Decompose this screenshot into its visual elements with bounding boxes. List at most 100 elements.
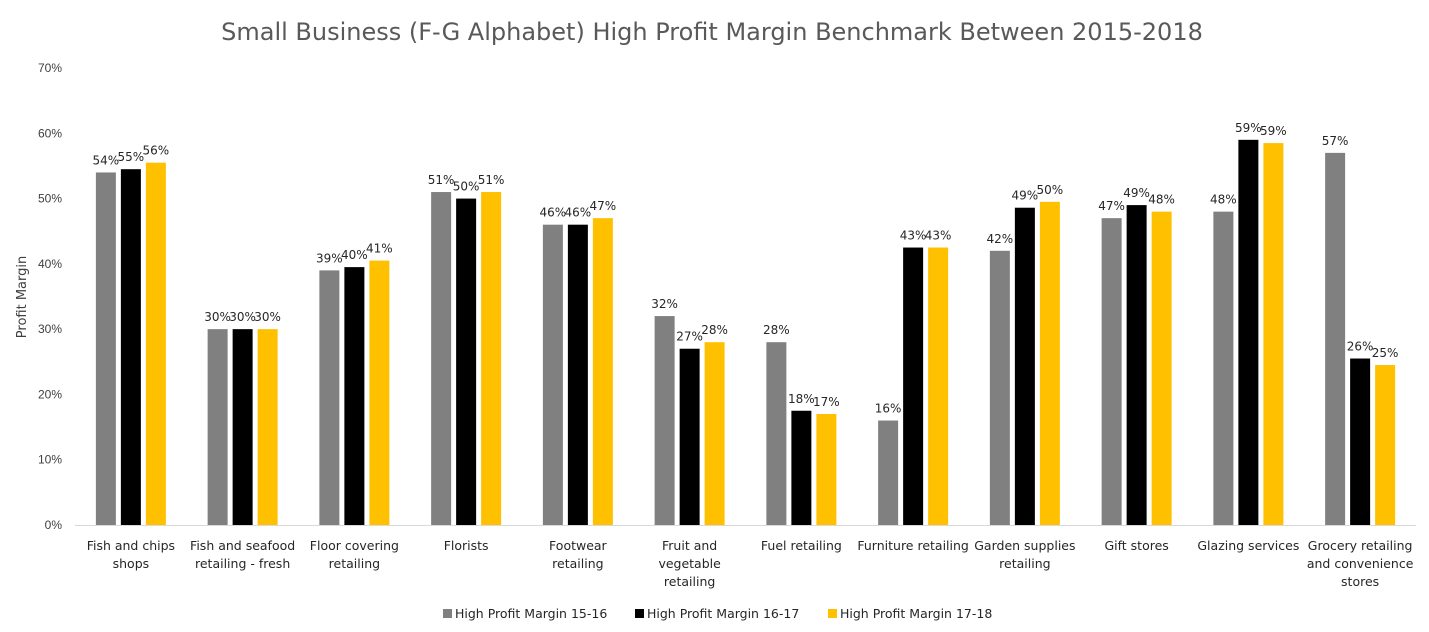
y-tick-label: 70%: [38, 61, 62, 75]
data-label: 30%: [204, 310, 231, 324]
category-labels: Fish and chips shops Fish and seafood retai…: [87, 538, 1414, 589]
category-label-line: Fish and chips: [87, 538, 175, 553]
bar: [344, 267, 365, 525]
data-label: 40%: [341, 248, 368, 262]
bar: [592, 218, 613, 525]
data-label: 50%: [1037, 183, 1064, 197]
category-label-line: retailing: [999, 556, 1050, 571]
bar: [1126, 205, 1147, 525]
category-label: Florists: [444, 538, 489, 553]
category-label-line: Gift stores: [1104, 538, 1168, 553]
bar: [1238, 139, 1259, 526]
category-label: Fruit and vegetable retailing: [658, 538, 721, 589]
data-label: 47%: [590, 199, 617, 213]
bar: [207, 329, 228, 525]
category-label-line: Fish and seafood: [190, 538, 295, 553]
chart-title: Small Business (F-G Alphabet) High Profi…: [221, 18, 1203, 46]
bar: [481, 192, 502, 526]
data-label: 51%: [428, 173, 455, 187]
bar: [989, 250, 1010, 526]
legend-swatch: [443, 609, 452, 618]
bar: [567, 224, 588, 525]
bar: [878, 420, 899, 525]
data-label: 59%: [1235, 121, 1262, 135]
bar: [257, 329, 278, 525]
data-label: 55%: [118, 150, 145, 164]
bar: [95, 172, 116, 525]
data-label: 46%: [540, 206, 567, 220]
category-label-line: retailing: [664, 574, 715, 589]
bar: [1263, 143, 1284, 526]
category-label-line: Grocery retailing: [1308, 538, 1413, 553]
bar: [1213, 211, 1234, 525]
category-label-line: Fuel retailing: [761, 538, 842, 553]
category-label-line: Footwear: [549, 538, 608, 553]
y-axis-label: Profit Margin: [15, 256, 30, 338]
data-label: 32%: [651, 297, 678, 311]
bar: [1039, 201, 1060, 526]
data-label: 27%: [676, 330, 703, 344]
data-label: 51%: [478, 173, 505, 187]
category-label: Footwear retailing: [549, 538, 608, 571]
bar: [1101, 218, 1122, 525]
category-label-line: retailing: [329, 556, 380, 571]
category-label: Glazing services: [1197, 538, 1299, 553]
category-label-line: Garden supplies: [974, 538, 1075, 553]
bar: [816, 414, 837, 525]
category-label-line: retailing: [552, 556, 603, 571]
legend-label: High Profit Margin 15-16: [455, 606, 607, 621]
data-label: 16%: [875, 402, 902, 416]
bar: [1151, 211, 1172, 525]
bar: [319, 270, 340, 525]
data-label: 41%: [366, 242, 393, 256]
y-tick-label: 30%: [38, 322, 62, 336]
category-label-line: and convenience: [1307, 556, 1414, 571]
data-label: 49%: [1123, 186, 1150, 200]
category-label: Grocery retailing and convenience stores: [1307, 538, 1414, 589]
data-label: 42%: [987, 232, 1014, 246]
category-label-line: shops: [113, 556, 150, 571]
y-axis-ticks: 0% 10% 20% 30% 40% 50% 60% 70%: [38, 61, 62, 532]
data-label: 26%: [1347, 340, 1374, 354]
bar: [542, 224, 563, 525]
category-label: Fish and seafood retailing - fresh: [190, 538, 295, 571]
bar: [1325, 152, 1346, 525]
legend-label: High Profit Margin 16-17: [647, 606, 799, 621]
category-label-line: Floor covering: [310, 538, 399, 553]
category-label: Furniture retailing: [857, 538, 969, 553]
bar: [928, 247, 949, 526]
legend: High Profit Margin 15-16 High Profit Marg…: [443, 606, 992, 621]
data-labels: 54%55%56%30%30%30%39%40%41%51%50%51%46%4…: [93, 121, 1399, 416]
data-label: 17%: [813, 395, 840, 409]
data-label: 54%: [93, 153, 120, 167]
category-label: Gift stores: [1104, 538, 1168, 553]
bar: [679, 348, 700, 525]
bar: [1350, 358, 1371, 525]
bar: [654, 316, 675, 525]
data-label: 59%: [1260, 124, 1287, 138]
data-label: 18%: [788, 392, 815, 406]
y-tick-label: 20%: [38, 387, 62, 401]
data-label: 28%: [701, 323, 728, 337]
bar: [120, 169, 141, 525]
y-tick-label: 50%: [38, 192, 62, 206]
category-label: Fuel retailing: [761, 538, 842, 553]
y-tick-label: 0%: [45, 518, 63, 532]
bar: [791, 410, 812, 525]
data-label: 46%: [565, 206, 592, 220]
legend-label: High Profit Margin 17-18: [840, 606, 992, 621]
category-label-line: Fruit and: [662, 538, 717, 553]
bar: [766, 342, 787, 525]
category-label-line: retailing - fresh: [195, 556, 290, 571]
y-tick-label: 40%: [38, 257, 62, 271]
data-label: 43%: [925, 229, 952, 243]
bar: [431, 192, 452, 526]
bar: [232, 329, 253, 525]
data-label: 50%: [453, 180, 480, 194]
bar: [1375, 365, 1396, 525]
data-label: 48%: [1210, 193, 1237, 207]
data-label: 30%: [229, 310, 256, 324]
category-label: Floor covering retailing: [310, 538, 399, 571]
data-label: 28%: [763, 323, 790, 337]
